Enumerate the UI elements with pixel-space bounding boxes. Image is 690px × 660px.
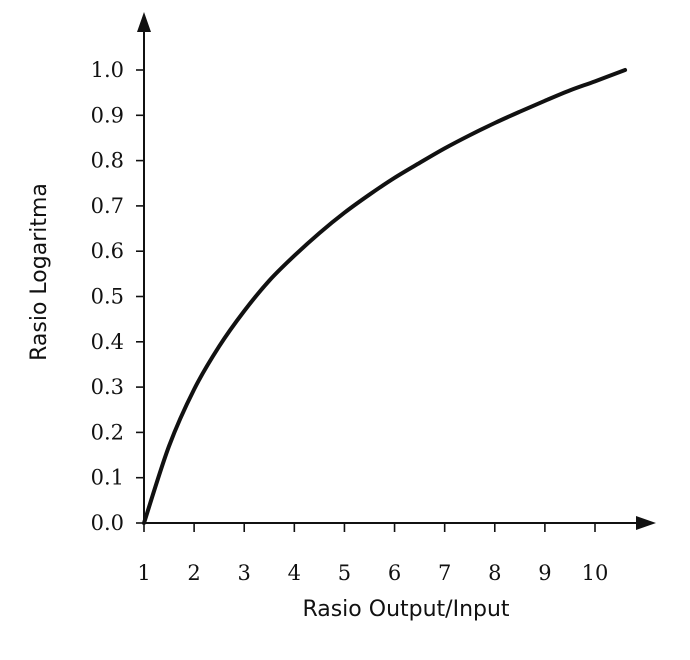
y-tick-label: 0.3 <box>91 375 124 399</box>
x-tick-label: 3 <box>238 561 251 585</box>
x-tick-label: 1 <box>137 561 150 585</box>
y-axis-title: Rasio Logaritma <box>27 183 52 361</box>
x-tick-label: 8 <box>488 561 501 585</box>
y-tick-label: 0.4 <box>91 330 124 354</box>
x-axis-ticks: 1 2 3 4 5 6 7 8 9 10 <box>137 523 608 585</box>
x-tick-label: 4 <box>288 561 301 585</box>
y-tick-label: 0.0 <box>91 511 124 535</box>
y-axis-ticks: 0.0 0.1 0.2 0.3 0.4 0.5 0.6 0.7 0.8 0.9 1.0 <box>91 58 144 535</box>
chart-series <box>142 68 628 525</box>
x-axis-title: Rasio Output/Input <box>302 597 509 622</box>
chart-axes <box>137 12 656 530</box>
y-tick-label: 0.8 <box>91 149 124 173</box>
y-axis-arrowhead <box>137 12 151 32</box>
y-tick-label: 0.2 <box>91 420 124 444</box>
x-tick-label: 9 <box>538 561 551 585</box>
x-tick-label: 10 <box>582 561 609 585</box>
y-tick-label: 1.0 <box>91 58 124 82</box>
y-tick-label: 0.9 <box>91 103 124 127</box>
x-tick-label: 6 <box>388 561 401 585</box>
x-axis-arrowhead <box>636 516 656 530</box>
y-tick-label: 0.7 <box>91 194 124 218</box>
y-tick-label: 0.1 <box>91 466 124 490</box>
series-line-0 <box>142 68 628 525</box>
y-tick-label: 0.6 <box>91 239 124 263</box>
y-tick-label: 0.5 <box>91 285 124 309</box>
x-tick-label: 7 <box>438 561 451 585</box>
x-tick-label: 5 <box>338 561 351 585</box>
x-tick-label: 2 <box>187 561 200 585</box>
